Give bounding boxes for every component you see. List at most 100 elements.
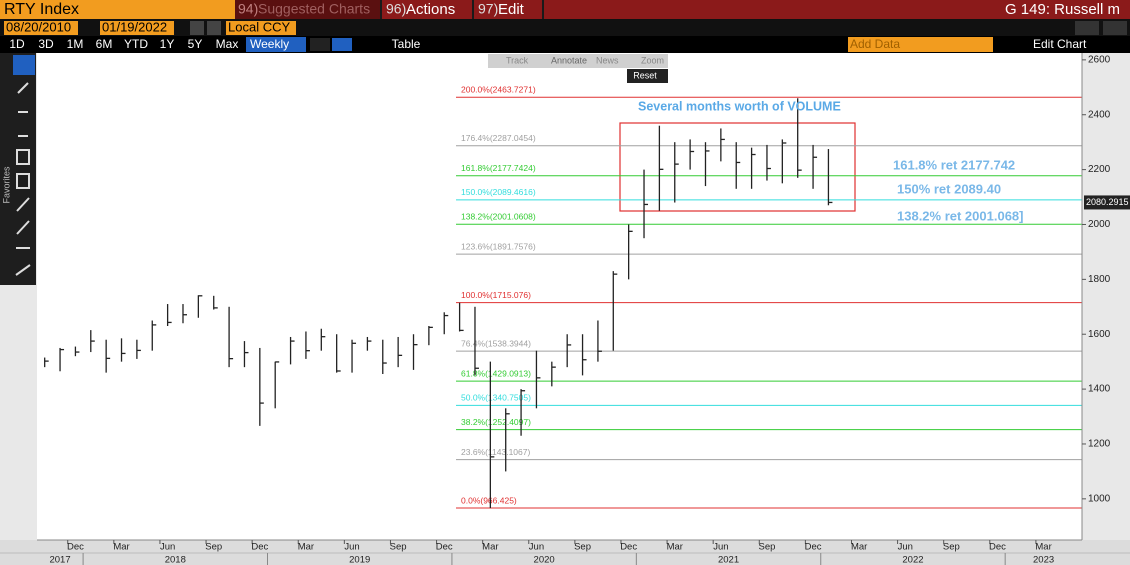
currency: Local CCY — [228, 19, 290, 34]
x-tick-label: Mar — [1035, 542, 1051, 553]
menu-box[interactable] — [235, 0, 380, 19]
tool-icon[interactable] — [16, 197, 30, 212]
period-button[interactable]: 1Y — [160, 37, 175, 51]
last-price-box — [1084, 195, 1130, 210]
fib-label: 176.4%(2287.0454) — [461, 133, 536, 143]
chart-tool[interactable]: Zoom — [641, 55, 664, 65]
select-tool[interactable] — [13, 55, 35, 75]
tool-icon[interactable] — [16, 173, 30, 189]
x-tick-label: Mar — [482, 542, 498, 553]
title-strip — [544, 0, 1130, 19]
last-price: 2080.2915 — [1086, 197, 1129, 207]
reset-box[interactable] — [627, 69, 668, 83]
y-tick-label: 2400 — [1088, 109, 1111, 120]
fib-label: 150.0%(2089.4616) — [461, 187, 536, 197]
y-tick-label: 2200 — [1088, 164, 1111, 175]
fib-label: 200.0%(2463.7271) — [461, 84, 536, 94]
menu-num: 94) — [238, 1, 258, 17]
line-button[interactable] — [310, 38, 330, 51]
period-button[interactable]: YTD — [124, 37, 148, 51]
menu-box[interactable] — [382, 0, 472, 19]
fib-label: 161.8%(2177.7424) — [461, 163, 536, 173]
x-tick-label: Sep — [759, 542, 776, 553]
menu-num: 97) — [478, 1, 498, 17]
annotation: 150% ret 2089.40 — [897, 181, 1001, 196]
x-tick-label: Dec — [805, 542, 822, 553]
tool-icon[interactable] — [16, 220, 30, 235]
ticker-box[interactable] — [0, 0, 235, 19]
x-tick-label: Mar — [851, 542, 867, 553]
fib-label: 23.6%(1143.1067) — [461, 447, 530, 457]
x-tick-label: Dec — [989, 542, 1006, 553]
chart-toolbar — [488, 54, 668, 68]
period-button[interactable]: 1M — [67, 37, 84, 51]
tool-icon[interactable] — [15, 264, 31, 276]
x-tick-label: Jun — [529, 542, 544, 553]
x-tick-label: Sep — [390, 542, 407, 553]
redo-button[interactable] — [1103, 21, 1127, 35]
reset-label: Reset — [633, 70, 657, 80]
tool-icon[interactable] — [16, 149, 30, 165]
year-label: 2022 — [902, 555, 923, 565]
y-tick-label: 1400 — [1088, 384, 1111, 395]
end-date: 01/19/2022 — [102, 19, 167, 34]
frequency-box[interactable] — [246, 37, 306, 52]
add-data-box[interactable] — [848, 37, 993, 52]
undo-button[interactable] — [1075, 21, 1099, 35]
y-tick-label: 1200 — [1088, 439, 1111, 450]
period-button[interactable]: 3D — [38, 37, 54, 51]
x-tick-label: Mar — [113, 542, 129, 553]
chart-tool[interactable]: News — [596, 55, 619, 65]
x-tick-label: Jun — [344, 542, 359, 553]
period-button[interactable]: Max — [216, 37, 239, 51]
period-button[interactable]: 5Y — [188, 37, 203, 51]
prev-button[interactable] — [190, 21, 204, 35]
year-label: 2018 — [165, 555, 186, 565]
y-tick-label: 2600 — [1088, 54, 1111, 65]
fib-label: 100.0%(1715.076) — [461, 290, 531, 300]
chart-tool[interactable]: Track — [506, 55, 529, 65]
end-date-box[interactable] — [100, 21, 174, 35]
x-tick-label: Dec — [620, 542, 637, 553]
edit-chart[interactable]: Edit Chart — [1033, 37, 1087, 51]
fib-label: 123.6%(1891.7576) — [461, 241, 536, 251]
x-tick-label: Mar — [298, 542, 314, 553]
add-data: Add Data — [850, 37, 900, 51]
period-button[interactable]: 6M — [96, 37, 113, 51]
fib-label: 38.2%(1252.4097) — [461, 417, 531, 427]
x-tick-label: Sep — [943, 542, 960, 553]
x-tick-label: Jun — [160, 542, 175, 553]
highlight-box — [619, 122, 856, 212]
start-date: 08/20/2010 — [6, 19, 71, 34]
bar-button[interactable] — [332, 38, 352, 51]
fib-label: 76.4%(1538.3944) — [461, 338, 531, 348]
draw-tool[interactable] — [17, 82, 29, 94]
menu-label[interactable]: Actions — [406, 1, 455, 18]
fib-label: 138.2%(2001.0608) — [461, 211, 536, 221]
menu-label[interactable]: Suggested Charts — [258, 1, 370, 17]
ticker: RTY Index — [4, 1, 79, 18]
menu-num: 96) — [386, 1, 406, 17]
menu-box[interactable] — [474, 0, 542, 19]
fib-label: 50.0%(1340.7505) — [461, 393, 531, 403]
period-button[interactable]: 1D — [9, 37, 25, 51]
menu-label[interactable]: Edit — [498, 1, 525, 18]
currency-box[interactable] — [226, 21, 296, 35]
x-tick-label: Dec — [436, 542, 453, 553]
y-tick-label: 1600 — [1088, 329, 1111, 340]
year-label: 2019 — [349, 555, 370, 565]
y-tick-label: 1800 — [1088, 274, 1111, 285]
page-title: G 149: Russell m — [1005, 1, 1120, 18]
annotation: 138.2% ret 2001.068] — [897, 208, 1023, 223]
fib-label: 0.0%(966.425) — [461, 495, 517, 505]
next-button[interactable] — [207, 21, 221, 35]
fib-label: 61.8%(1429.0913) — [461, 368, 531, 378]
y-tick-label: 1000 — [1088, 493, 1111, 504]
table-button[interactable]: Table — [392, 37, 421, 51]
start-date-box[interactable] — [4, 21, 78, 35]
chart-tool[interactable]: Annotate — [551, 55, 587, 65]
y-tick-label: 2000 — [1088, 219, 1111, 230]
sidebar-label: Favorites — [1, 166, 11, 204]
